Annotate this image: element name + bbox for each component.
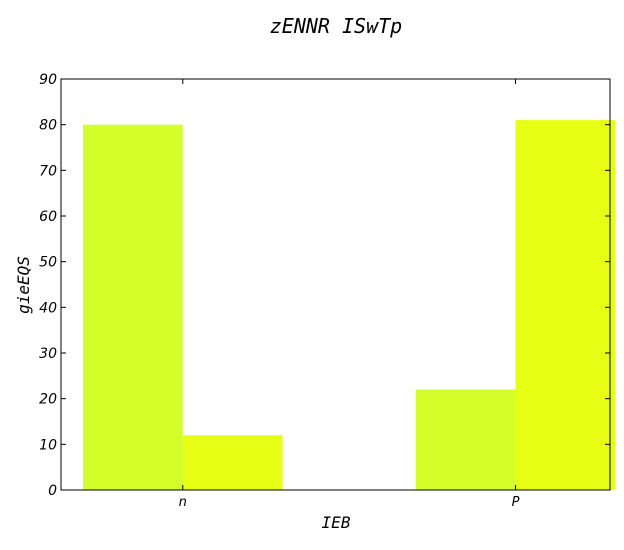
y-axis: 0 10 20 30 40 50 60 70 80 90 — [39, 72, 610, 499]
y-tick-label: 60 — [39, 209, 57, 225]
chart-title: zENNR ISwTp — [270, 14, 402, 38]
y-axis-label: gieEQS — [14, 256, 33, 314]
y-tick-label: 10 — [39, 437, 57, 453]
plot-frame — [60, 78, 611, 491]
bar-P-series-2 — [515, 120, 616, 490]
bars-layer — [82, 120, 616, 491]
x-tick-label: n — [179, 495, 187, 510]
y-tick-label: 70 — [39, 163, 57, 179]
y-tick-label: 40 — [39, 300, 57, 316]
x-axis-label: IEB — [322, 513, 351, 532]
bar-n-series-1 — [82, 124, 183, 491]
y-tick-label: 80 — [39, 118, 57, 134]
bar-n-series-2 — [182, 435, 283, 490]
y-tick-label: 30 — [39, 346, 57, 362]
y-tick-label: 90 — [39, 72, 57, 88]
bar-P-series-1 — [415, 389, 516, 490]
y-tick-label: 20 — [39, 392, 57, 408]
y-tick-label: 0 — [48, 483, 57, 499]
y-tick-label: 50 — [39, 255, 57, 271]
x-tick-label: P — [512, 495, 520, 510]
